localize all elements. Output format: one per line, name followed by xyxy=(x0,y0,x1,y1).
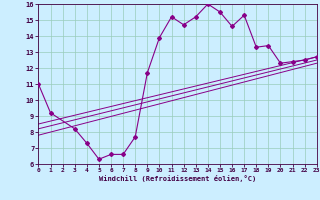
X-axis label: Windchill (Refroidissement éolien,°C): Windchill (Refroidissement éolien,°C) xyxy=(99,175,256,182)
